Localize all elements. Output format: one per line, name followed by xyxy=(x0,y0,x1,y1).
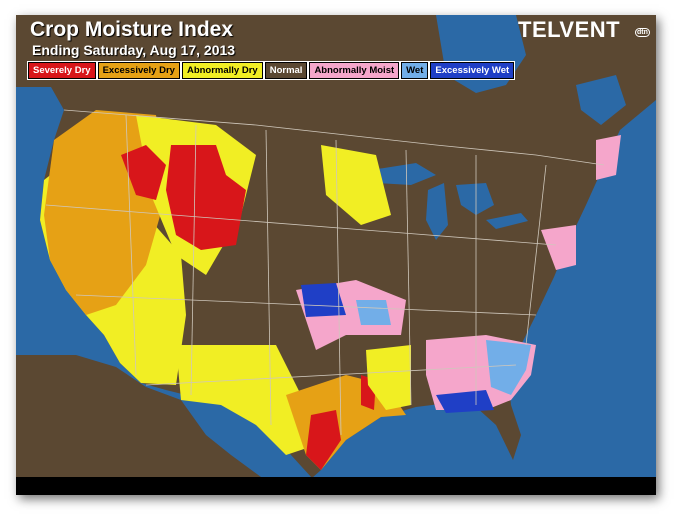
excessively-wet-region xyxy=(436,390,494,413)
abnormally-dry-region xyxy=(366,345,411,410)
legend-item: Wet xyxy=(400,61,430,80)
footer-bar xyxy=(16,477,656,495)
severely-dry-region xyxy=(166,145,246,250)
subtitle: Ending Saturday, Aug 17, 2013 xyxy=(32,42,236,58)
abnormally-dry-region xyxy=(321,145,391,225)
legend-item: Excessively Dry xyxy=(96,61,181,80)
abnormally-moist-region xyxy=(541,225,576,270)
wet-region xyxy=(486,340,531,395)
severely-dry-region xyxy=(121,145,166,200)
great-lakes xyxy=(486,213,528,229)
title: Crop Moisture Index xyxy=(30,18,234,41)
logo-sub: dtn xyxy=(635,28,650,37)
great-lakes xyxy=(371,163,436,185)
map-frame: Crop Moisture Index Ending Saturday, Aug… xyxy=(16,15,656,495)
abnormally-dry-region xyxy=(176,345,316,455)
legend-item: Severely Dry xyxy=(27,61,97,80)
legend-item: Abnormally Moist xyxy=(308,61,401,80)
logo: TELVENT xyxy=(518,17,621,42)
legend-item: Abnormally Dry xyxy=(180,61,264,80)
land xyxy=(16,355,261,480)
legend: Severely Dry Excessively Dry Abnormally Dr… xyxy=(27,61,516,80)
excessively-wet-region xyxy=(301,283,346,317)
great-lakes xyxy=(456,183,494,215)
severely-dry-region xyxy=(306,410,341,470)
borders xyxy=(45,109,605,436)
map xyxy=(16,15,656,495)
atlantic xyxy=(576,75,626,125)
great-lakes xyxy=(426,183,448,240)
wet-region xyxy=(356,300,391,325)
legend-item: Normal xyxy=(263,61,309,80)
abnormally-moist-region xyxy=(596,135,621,180)
legend-item: Excessively Wet xyxy=(429,61,516,80)
